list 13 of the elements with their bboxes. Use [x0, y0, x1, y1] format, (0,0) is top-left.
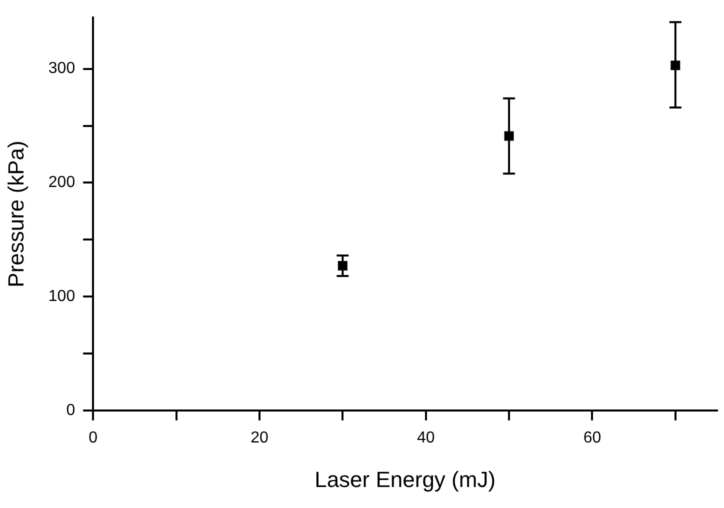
point — [338, 261, 348, 271]
x-axis-title: Laser Energy (mJ) — [314, 466, 496, 492]
x-tick-label: 60 — [583, 429, 602, 446]
x-tick-label: 40 — [416, 429, 435, 446]
point — [504, 131, 514, 141]
y-tick-label: 200 — [48, 174, 76, 192]
y-axis-title: Pressure (kPa) — [3, 140, 28, 288]
x-tick-label: 20 — [250, 429, 268, 446]
point — [670, 60, 680, 70]
y-tick-label: 100 — [48, 288, 76, 305]
y-tick-label: 300 — [48, 60, 76, 78]
x-tick-label: 0 — [88, 429, 98, 446]
y-tick-label: 0 — [66, 402, 76, 419]
